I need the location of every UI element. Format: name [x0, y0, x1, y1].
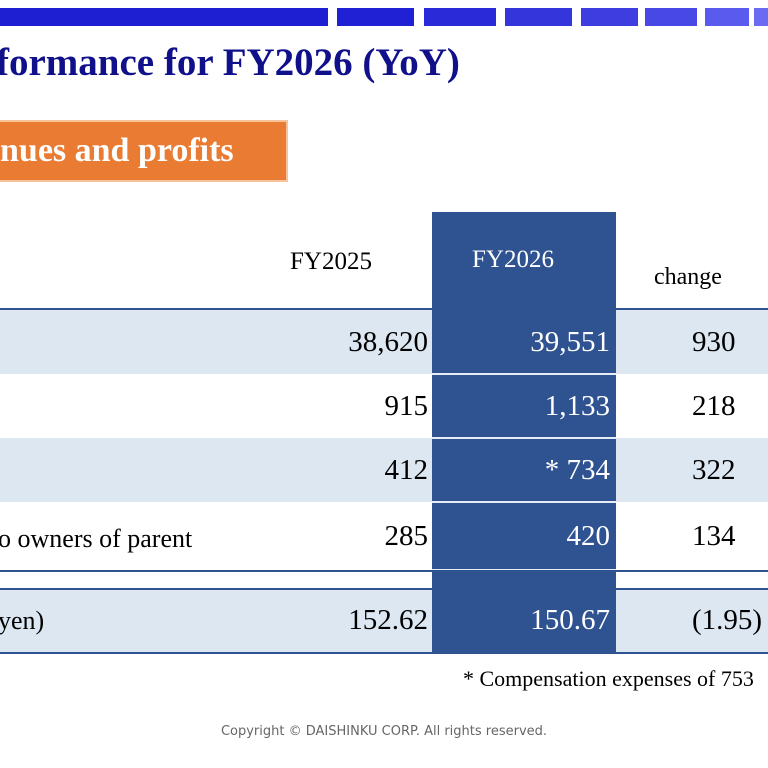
row-shade: [0, 438, 432, 502]
row-shade: [0, 310, 432, 374]
header-bar-segment: [337, 8, 414, 26]
row-shade: [616, 438, 768, 502]
row-label: o owners of parent: [0, 524, 193, 553]
slide-title: formance for FY2026 (YoY): [0, 41, 460, 84]
header-bar-segment: [0, 8, 328, 26]
cell-fy2025: 152.62: [348, 604, 428, 636]
cell-change: 218: [692, 390, 736, 422]
cell-change: (1.95): [692, 604, 763, 636]
cell-change: 930: [692, 326, 736, 358]
table-rule: [0, 308, 768, 310]
row-divider: [432, 501, 616, 503]
footnote: * Compensation expenses of 753: [463, 666, 754, 691]
table-rule: [0, 570, 768, 572]
row-shade: [616, 590, 768, 652]
header-bar-segment: [705, 8, 749, 26]
row-divider: [432, 437, 616, 439]
cell-fy2026: 1,133: [544, 390, 610, 422]
cell-fy2025: 38,620: [348, 326, 428, 358]
cell-fy2026: 150.67: [530, 604, 610, 636]
cell-fy2026: 420: [566, 520, 611, 552]
row-label: yen): [0, 606, 45, 635]
table-rule: [0, 588, 768, 590]
row-shade: [616, 310, 768, 374]
cell-change: 134: [692, 520, 736, 552]
column-header-fy2025: FY2025: [290, 248, 372, 275]
table-rule: [0, 652, 768, 654]
header-bar-segment: [424, 8, 496, 26]
header-bar-segment: [754, 8, 768, 26]
copyright-notice: Copyright © DAISHINKU CORP. All rights r…: [220, 724, 548, 739]
header-bar-segment: [505, 8, 572, 26]
cell-fy2025: 915: [384, 390, 429, 422]
header-bar-segment: [581, 8, 638, 26]
section-label: nues and profits: [0, 132, 234, 169]
cell-fy2025: 412: [384, 454, 429, 486]
column-header-fy2026: FY2026: [472, 246, 554, 273]
cell-fy2025: 285: [384, 520, 429, 552]
section-label-box: [0, 120, 288, 182]
row-divider: [432, 373, 616, 375]
cell-fy2026: * 734: [544, 454, 610, 486]
column-header-change: change: [654, 264, 722, 290]
header-bar-segment: [645, 8, 697, 26]
cell-change: 322: [692, 454, 736, 486]
row-shade: [0, 590, 432, 652]
fy2026-column-highlight: [432, 212, 616, 654]
cell-fy2026: 39,551: [530, 326, 610, 358]
